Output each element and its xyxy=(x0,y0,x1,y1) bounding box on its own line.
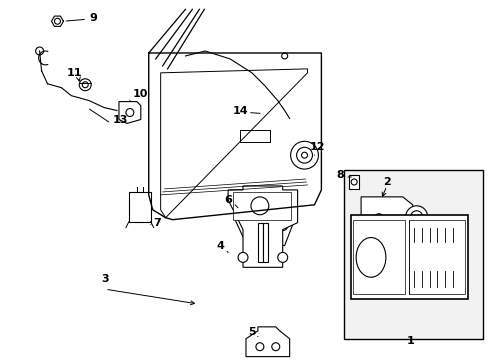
Text: 6: 6 xyxy=(224,195,232,205)
Circle shape xyxy=(36,47,43,55)
Circle shape xyxy=(271,343,279,351)
Text: 13: 13 xyxy=(113,116,128,126)
Circle shape xyxy=(391,220,401,230)
Bar xyxy=(408,220,464,294)
Circle shape xyxy=(373,214,383,224)
Circle shape xyxy=(405,206,427,228)
Polygon shape xyxy=(245,327,289,357)
Text: 8: 8 xyxy=(336,170,344,180)
Circle shape xyxy=(277,221,287,231)
Circle shape xyxy=(277,252,287,262)
Text: 14: 14 xyxy=(232,105,247,116)
Bar xyxy=(350,215,468,299)
Circle shape xyxy=(250,197,268,215)
Text: 9: 9 xyxy=(89,13,97,23)
Text: 5: 5 xyxy=(248,327,255,337)
Bar xyxy=(352,220,404,294)
Text: 4: 4 xyxy=(216,242,224,252)
Circle shape xyxy=(54,18,61,24)
Circle shape xyxy=(238,252,247,262)
Circle shape xyxy=(410,211,422,223)
Bar xyxy=(257,223,263,262)
Bar xyxy=(263,223,267,262)
Text: 10: 10 xyxy=(133,89,148,99)
Bar xyxy=(344,170,482,339)
Text: 2: 2 xyxy=(382,177,390,187)
Circle shape xyxy=(82,82,88,88)
Text: 1: 1 xyxy=(406,336,414,346)
Circle shape xyxy=(263,231,272,240)
Circle shape xyxy=(79,79,91,91)
Circle shape xyxy=(350,179,356,185)
Polygon shape xyxy=(119,102,141,123)
Circle shape xyxy=(296,147,312,163)
Bar xyxy=(129,192,150,222)
Polygon shape xyxy=(360,197,412,235)
Ellipse shape xyxy=(355,238,385,277)
Text: 3: 3 xyxy=(101,274,109,284)
Circle shape xyxy=(301,152,307,158)
Circle shape xyxy=(290,141,318,169)
Text: 12: 12 xyxy=(309,142,325,152)
Polygon shape xyxy=(228,186,297,267)
Bar xyxy=(348,175,358,189)
Circle shape xyxy=(245,225,255,235)
Polygon shape xyxy=(235,208,294,246)
Bar xyxy=(233,192,290,220)
Text: 7: 7 xyxy=(153,218,161,228)
Circle shape xyxy=(281,53,287,59)
Circle shape xyxy=(126,109,134,117)
Circle shape xyxy=(255,343,264,351)
Text: 11: 11 xyxy=(66,68,82,78)
